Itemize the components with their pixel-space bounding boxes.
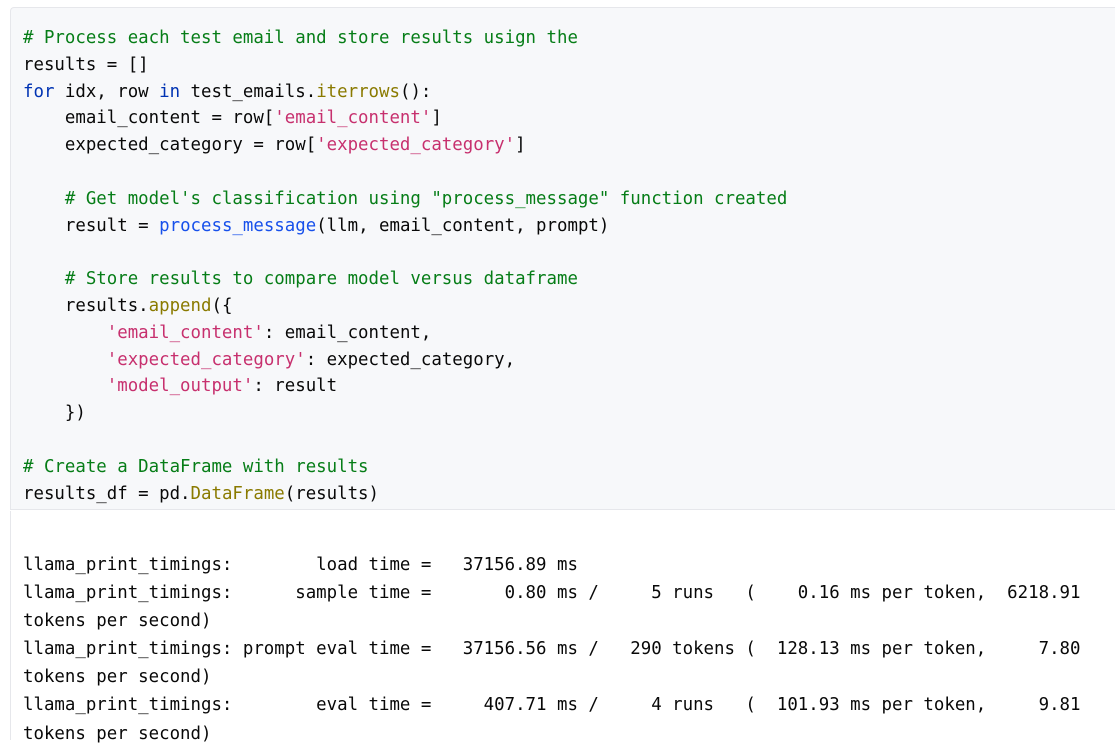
cell-output: llama_print_timings: load time = 37156.8… (10, 511, 1115, 744)
code-token-method: append (148, 295, 212, 316)
code-line: # Store results to compare model versus … (23, 266, 787, 293)
code-token-comment: # Create a DataFrame with results (23, 456, 369, 477)
code-line (23, 159, 787, 186)
code-token-str: 'model_output' (106, 376, 254, 397)
code-token-plain: results. (23, 295, 149, 316)
code-line: email_content = row['email_content'] (23, 105, 787, 132)
code-token-plain: results = [] (23, 54, 149, 75)
code-token-plain: : expected_category, (305, 349, 516, 370)
code-token-plain: (llm, email_content, prompt) (316, 215, 610, 236)
code-token-str: 'email_content' (274, 108, 432, 129)
code-token-kw: for (23, 81, 55, 102)
output-text: llama_print_timings: load time = 37156.8… (23, 551, 1080, 748)
code-token-comment: # Process each test email and store resu… (23, 28, 578, 48)
code-token-plain: (results) (284, 483, 379, 504)
code-line: 'expected_category': expected_category, (23, 347, 787, 374)
code-token-plain: idx, row (54, 81, 160, 102)
code-token-kw: in (159, 81, 181, 102)
code-cell[interactable]: # Process each test email and store resu… (10, 7, 1115, 510)
code-line: results.append({ (23, 293, 787, 320)
code-line: 'email_content': email_content, (23, 320, 787, 347)
code-token-plain: : email_content, (263, 322, 432, 343)
code-token-plain: : result (253, 376, 338, 397)
code-token-plain: ({ (211, 295, 233, 316)
output-line: tokens per second) (23, 611, 212, 632)
code-token-comment: # Store results to compare model versus … (23, 269, 578, 290)
code-token-plain: results_df = pd. (23, 483, 191, 504)
code-token-method: DataFrame (190, 483, 285, 504)
code-line: for idx, row in test_emails.iterrows(): (23, 79, 787, 106)
code-token-plain: ] (515, 135, 526, 156)
output-line: llama_print_timings: prompt eval time = … (23, 639, 1081, 660)
code-token-plain (23, 323, 107, 343)
code-token-plain: (): (399, 81, 432, 102)
code-line: result = process_message(llm, email_cont… (23, 213, 787, 240)
code-line: # Process each test email and store resu… (23, 25, 787, 52)
code-token-fn: process_message (159, 215, 317, 236)
code-token-plain: email_content = row[ (23, 108, 275, 129)
code-token-str: 'expected_category' (106, 349, 306, 370)
output-line: llama_print_timings: load time = 37156.8… (23, 555, 578, 575)
code-token-plain: }) (23, 403, 86, 424)
code-line: expected_category = row['expected_catego… (23, 132, 787, 159)
output-line: tokens per second) (23, 667, 212, 688)
code-line: 'model_output': result (23, 373, 787, 400)
code-token-plain: expected_category = row[ (23, 135, 317, 156)
output-line: llama_print_timings: eval time = 407.71 … (23, 695, 1081, 716)
code-token-plain (23, 350, 107, 370)
code-token-str: 'email_content' (106, 322, 264, 343)
output-line: tokens per second) (23, 723, 212, 744)
code-editor[interactable]: # Process each test email and store resu… (23, 25, 787, 507)
code-line (23, 427, 787, 454)
code-line: # Create a DataFrame with results (23, 454, 787, 481)
code-token-method: iterrows (316, 81, 400, 102)
code-token-comment: # Get model's classification using "proc… (23, 188, 788, 209)
output-line: llama_print_timings: sample time = 0.80 … (23, 583, 1081, 604)
code-token-plain: test_emails. (180, 81, 317, 102)
code-token-plain (23, 376, 107, 396)
code-line: results_df = pd.DataFrame(results) (23, 481, 787, 508)
code-token-str: 'expected_category' (316, 135, 516, 156)
code-line: results = [] (23, 52, 787, 79)
code-line (23, 239, 787, 266)
code-line: # Get model's classification using "proc… (23, 186, 787, 213)
code-token-plain: result = (23, 215, 160, 236)
code-line: }) (23, 400, 787, 427)
code-token-plain: ] (431, 108, 442, 129)
